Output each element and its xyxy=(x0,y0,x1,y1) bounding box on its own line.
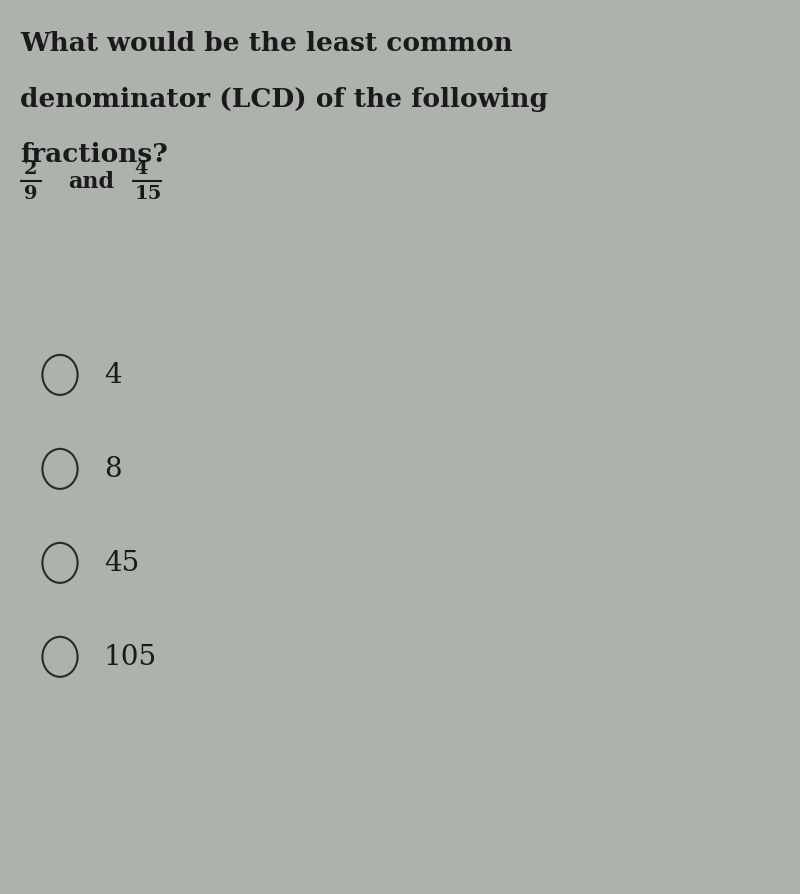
Text: fractions?: fractions? xyxy=(20,142,168,167)
Text: 15: 15 xyxy=(134,185,162,203)
Text: and: and xyxy=(68,171,114,192)
Text: 4: 4 xyxy=(134,160,148,178)
Text: 4: 4 xyxy=(104,362,122,389)
Text: 2: 2 xyxy=(24,160,38,178)
Text: 9: 9 xyxy=(24,185,38,203)
Text: What would be the least common: What would be the least common xyxy=(20,31,513,56)
Text: 8: 8 xyxy=(104,456,122,483)
Text: denominator (LCD) of the following: denominator (LCD) of the following xyxy=(20,87,548,112)
Text: 45: 45 xyxy=(104,550,139,577)
Text: 105: 105 xyxy=(104,644,157,670)
